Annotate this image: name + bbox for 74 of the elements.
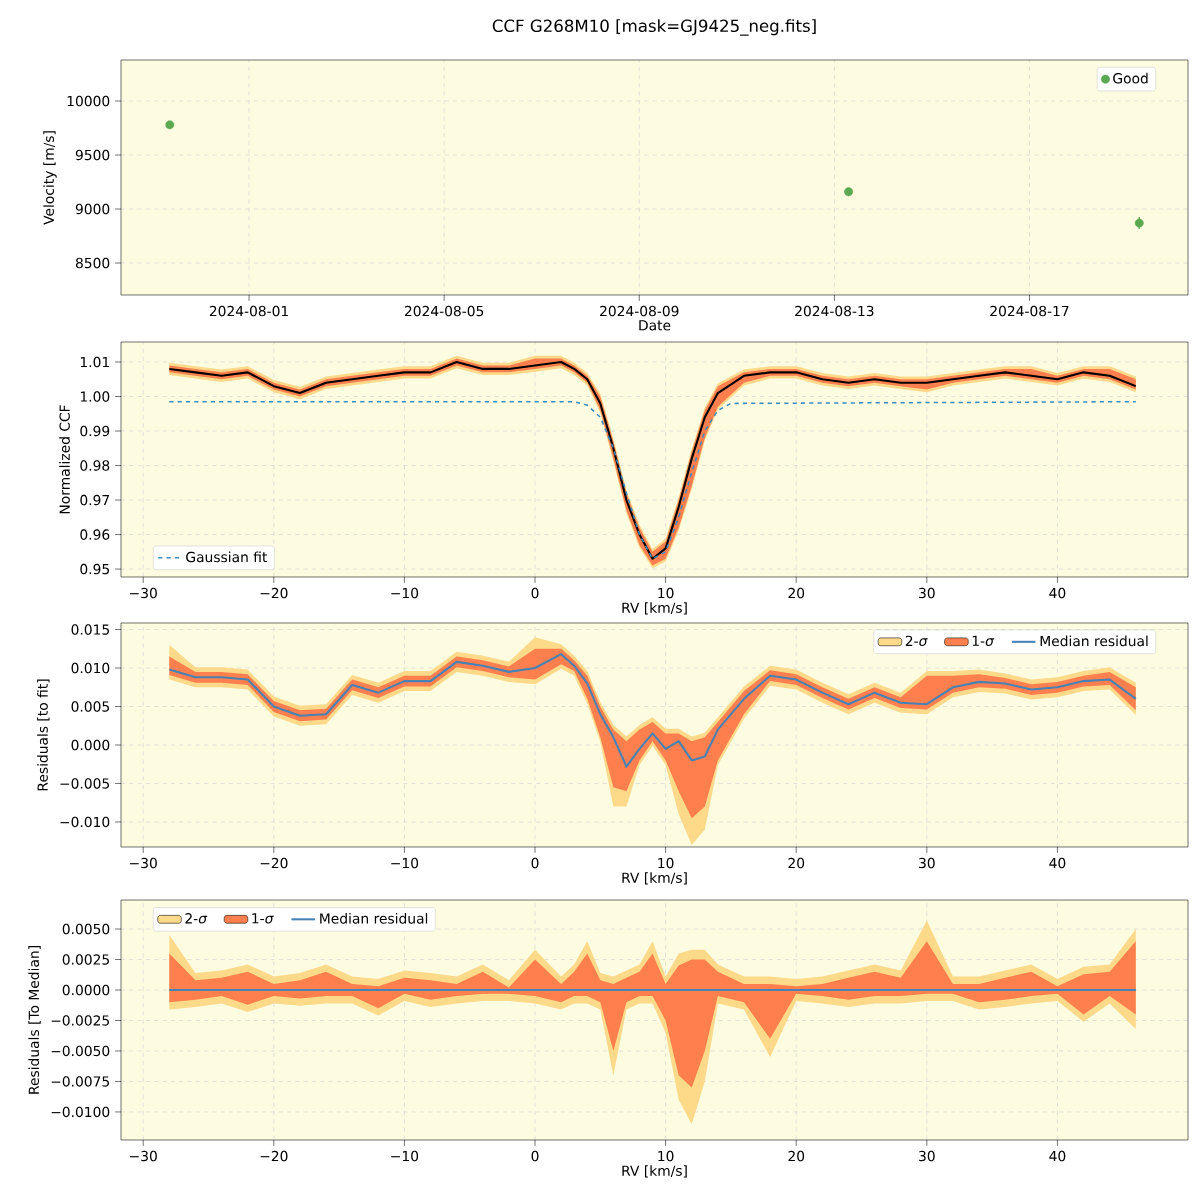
y-tick-label: 0.0000 (62, 984, 110, 996)
x-axis-title: RV [km/s] (622, 872, 687, 885)
y-tick-label: 8500 (75, 257, 110, 269)
x-tick-label: 10 (658, 857, 674, 869)
x-tick-label: 20 (788, 587, 805, 599)
y-tick-label: 0.97 (80, 494, 110, 506)
y-tick-label: 0.0050 (62, 923, 110, 935)
legend-label: 2-σ (185, 913, 208, 924)
x-axis-title: Date (639, 320, 671, 331)
x-tick-label: 40 (1049, 857, 1066, 869)
y-tick-label: 0.010 (71, 662, 110, 674)
y-tick-label: −0.0050 (51, 1045, 110, 1057)
x-tick-label: 40 (1049, 1150, 1066, 1162)
y-tick-label: 0.005 (71, 701, 109, 712)
x-axis-title: RV [km/s] (622, 602, 687, 615)
x-tick-label: −10 (391, 1150, 419, 1162)
x-tick-label: −20 (260, 1150, 288, 1162)
y-axis-title: Velocity [m/s] (43, 131, 57, 225)
y-axis-title: Normalized CCF (59, 405, 70, 514)
x-tick-label: −10 (391, 857, 419, 869)
y-tick-label: 10000 (67, 95, 110, 107)
y-tick-label: 0.95 (80, 563, 109, 575)
x-tick-label: 30 (919, 587, 935, 599)
x-tick-label: −20 (260, 587, 288, 599)
y-tick-label: −0.010 (60, 816, 110, 828)
x-tick-label: 0 (531, 1150, 539, 1162)
y-tick-label: −0.005 (60, 778, 109, 789)
x-tick-label: 30 (919, 1150, 935, 1162)
legend-label: Median residual (1040, 635, 1148, 647)
y-tick-label: 9000 (75, 203, 110, 215)
legend-label: 2-σ (905, 635, 928, 647)
y-axis-title: Residuals [To Median] (28, 946, 41, 1094)
y-tick-label: 9500 (75, 149, 110, 161)
x-tick-label: 20 (788, 1150, 805, 1162)
x-tick-label: 2024-08-01 (209, 305, 288, 317)
y-tick-label: 0.015 (71, 624, 109, 635)
x-tick-label: −30 (130, 1150, 157, 1162)
x-tick-label: 20 (788, 857, 805, 869)
x-tick-label: −30 (130, 857, 157, 869)
y-tick-label: 0.000 (71, 739, 110, 751)
point (165, 120, 175, 130)
y-tick-label: 1.01 (80, 356, 109, 368)
x-tick-label: 10 (658, 587, 674, 599)
legend-label: Median residual (320, 913, 428, 924)
x-tick-label: 0 (531, 587, 539, 599)
y-tick-label: 0.99 (80, 425, 110, 437)
chart-title: CCF G268M10 [mask=GJ9425_neg.fits] (492, 19, 816, 36)
point (1134, 218, 1144, 228)
legend-label: 1-σ (252, 913, 274, 924)
y-tick-label: 0.0025 (62, 954, 109, 965)
legend-label: 1-σ (972, 635, 995, 647)
y-tick-label: −0.0025 (51, 1015, 109, 1026)
y-axis-title: Residuals [to fit] (37, 679, 50, 791)
x-tick-label: 0 (531, 857, 539, 869)
x-tick-label: 2024-08-13 (795, 305, 874, 317)
x-tick-label: 2024-08-09 (600, 305, 679, 317)
y-tick-label: 0.98 (80, 460, 110, 471)
x-tick-label: −30 (130, 587, 157, 599)
line-series (168, 653, 1137, 768)
y-tick-label: −0.0075 (51, 1076, 109, 1087)
legend-label: Good (1113, 72, 1148, 84)
y-tick-label: −0.0100 (51, 1106, 110, 1118)
x-tick-label: 10 (658, 1150, 674, 1162)
y-tick-label: 0.96 (80, 529, 110, 540)
x-tick-label: 2024-08-17 (990, 305, 1069, 317)
x-tick-label: −20 (260, 857, 288, 869)
point (844, 187, 854, 197)
x-tick-label: −10 (391, 587, 419, 599)
x-tick-label: 30 (919, 857, 935, 869)
legend-label: Gaussian fit (186, 551, 268, 563)
x-tick-label: 40 (1049, 587, 1066, 599)
x-tick-label: 2024-08-05 (404, 305, 484, 317)
y-tick-label: 1.00 (80, 391, 110, 402)
x-axis-title: RV [km/s] (622, 1165, 687, 1178)
